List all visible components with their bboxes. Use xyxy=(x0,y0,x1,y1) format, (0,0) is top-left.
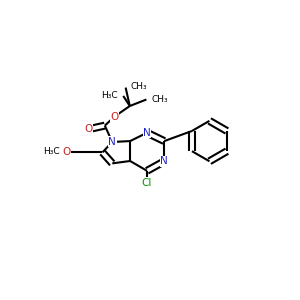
Text: Cl: Cl xyxy=(142,178,152,188)
Text: O: O xyxy=(110,112,118,122)
Text: H₃C: H₃C xyxy=(101,92,118,100)
Text: O: O xyxy=(84,124,93,134)
Text: N: N xyxy=(143,128,151,138)
Text: CH₃: CH₃ xyxy=(152,95,168,104)
Text: N: N xyxy=(108,137,116,147)
Text: CH₃: CH₃ xyxy=(131,82,148,91)
Text: H₃C: H₃C xyxy=(43,147,60,156)
Text: N: N xyxy=(160,156,168,166)
Text: O: O xyxy=(62,147,70,158)
